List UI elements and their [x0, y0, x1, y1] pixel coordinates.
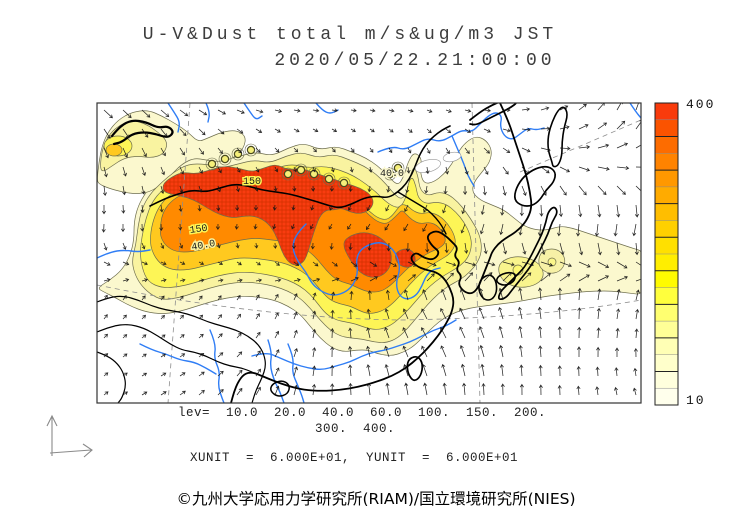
colorbar — [654, 102, 679, 406]
colorbar-max-label: 400 — [686, 97, 716, 112]
contour-levels-text-2: 300. 400. — [314, 422, 395, 436]
rivers — [97, 103, 641, 403]
grid-units-text: XUNIT = 6.000E+01, YUNIT = 6.000E+01 — [189, 451, 519, 465]
contour-label-40b: 40.0 — [380, 169, 404, 180]
credit-line: ©九州大学応用力学研究所(RIAM)/国立環境研究所(NIES) — [176, 490, 576, 508]
contour-label-150: 150 — [189, 224, 208, 237]
map-frame — [96, 102, 642, 404]
colorbar-min-label: 10 — [686, 393, 706, 408]
contour-levels-text-1: lev= 10.0 20.0 40.0 60.0 100. 150. 200. — [177, 406, 547, 420]
coastlines-and-borders — [97, 103, 568, 403]
chart-title: U-V&Dust total m/s&ug/m3 JST — [142, 25, 558, 45]
axis-orientation-arrows — [46, 414, 93, 458]
wind-vector-arrows — [101, 103, 641, 396]
contour-label-150b: 150 — [243, 177, 261, 188]
lakes — [110, 103, 518, 174]
chart-timestamp: 2020/05/22.21:00:00 — [274, 51, 556, 71]
graticule-lines — [97, 103, 641, 403]
dust-source-spots — [205, 143, 405, 190]
contour-line-labels: 150 40.0 150 40.0 — [188, 168, 406, 256]
xy-axis-arrows-icon — [46, 414, 93, 458]
map-canvas: 150 40.0 150 40.0 — [97, 103, 641, 403]
